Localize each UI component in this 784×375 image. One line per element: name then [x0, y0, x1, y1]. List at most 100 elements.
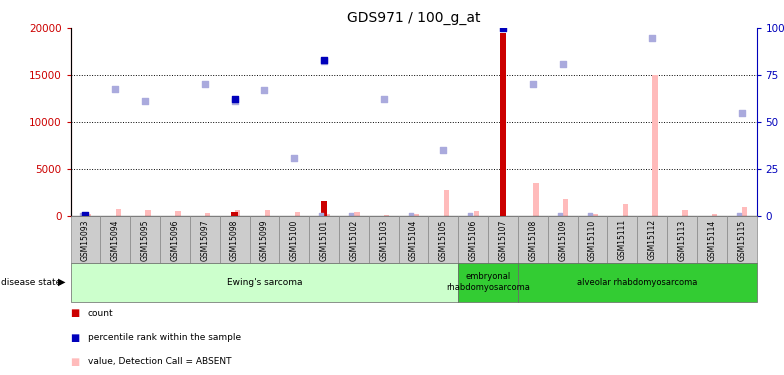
Bar: [712, 214, 717, 216]
Text: ■: ■: [71, 308, 80, 318]
Bar: [518, 216, 548, 262]
Point: [583, 212, 596, 218]
Point: [735, 110, 748, 116]
Point: [646, 34, 659, 40]
Bar: [205, 213, 210, 216]
Bar: [488, 216, 518, 262]
Text: GSM15103: GSM15103: [379, 219, 388, 261]
Text: GSM15107: GSM15107: [499, 219, 507, 261]
Text: GSM15113: GSM15113: [677, 219, 687, 261]
Text: ▶: ▶: [57, 277, 65, 287]
Point: [109, 86, 122, 92]
Bar: [130, 216, 160, 262]
Bar: [160, 216, 190, 262]
Point: [497, 25, 510, 31]
Point: [228, 98, 241, 104]
Point: [527, 81, 539, 87]
Bar: [309, 216, 339, 262]
Point: [345, 212, 358, 218]
Bar: [622, 204, 628, 216]
Text: GSM15106: GSM15106: [469, 219, 477, 261]
Bar: [414, 214, 419, 216]
Text: GSM15101: GSM15101: [320, 219, 328, 261]
Bar: [444, 190, 449, 216]
Point: [732, 211, 745, 217]
Point: [228, 96, 241, 102]
Text: Ewing's sarcoma: Ewing's sarcoma: [227, 278, 302, 286]
Bar: [295, 212, 300, 216]
Point: [79, 212, 92, 218]
Text: percentile rank within the sample: percentile rank within the sample: [88, 333, 241, 342]
Bar: [100, 216, 130, 262]
Bar: [354, 212, 360, 216]
Bar: [368, 216, 398, 262]
Bar: [235, 210, 240, 216]
Point: [377, 96, 390, 102]
Text: GSM15100: GSM15100: [290, 219, 299, 261]
Bar: [727, 216, 757, 262]
Point: [464, 212, 477, 218]
Point: [437, 147, 450, 153]
Text: GDS971 / 100_g_at: GDS971 / 100_g_at: [347, 11, 481, 25]
Text: GSM15108: GSM15108: [528, 219, 537, 261]
Text: GSM15115: GSM15115: [737, 219, 746, 261]
Bar: [190, 216, 220, 262]
Bar: [145, 210, 151, 216]
Text: GSM15099: GSM15099: [260, 219, 269, 261]
Bar: [563, 199, 568, 216]
Bar: [474, 211, 479, 216]
Text: GSM15112: GSM15112: [648, 219, 657, 261]
Text: GSM15095: GSM15095: [140, 219, 150, 261]
Text: ■: ■: [71, 357, 80, 367]
Bar: [325, 214, 330, 216]
Bar: [459, 216, 488, 262]
Bar: [265, 210, 270, 216]
Bar: [667, 216, 697, 262]
Point: [557, 61, 569, 67]
Bar: [652, 75, 658, 216]
Text: alveolar rhabdomyosarcoma: alveolar rhabdomyosarcoma: [577, 278, 698, 286]
Text: GSM15109: GSM15109: [558, 219, 567, 261]
Text: embryonal
rhabdomyosarcoma: embryonal rhabdomyosarcoma: [446, 273, 530, 292]
Text: disease state: disease state: [1, 278, 61, 286]
Text: GSM15097: GSM15097: [200, 219, 209, 261]
Bar: [71, 262, 459, 302]
Bar: [249, 216, 279, 262]
Bar: [637, 216, 667, 262]
Text: ■: ■: [71, 333, 80, 342]
Bar: [459, 262, 518, 302]
Bar: [578, 216, 608, 262]
Point: [288, 154, 300, 160]
Text: GSM15094: GSM15094: [111, 219, 120, 261]
Bar: [682, 210, 688, 216]
Text: GSM15110: GSM15110: [588, 219, 597, 261]
Bar: [279, 216, 309, 262]
Bar: [533, 183, 539, 216]
Point: [139, 98, 151, 104]
Bar: [518, 262, 757, 302]
Point: [198, 81, 211, 87]
Bar: [231, 212, 238, 216]
Text: GSM15096: GSM15096: [170, 219, 180, 261]
Point: [318, 57, 330, 63]
Bar: [71, 216, 100, 262]
Text: GSM15093: GSM15093: [81, 219, 90, 261]
Bar: [697, 216, 727, 262]
Bar: [608, 216, 637, 262]
Point: [76, 212, 89, 218]
Text: GSM15104: GSM15104: [409, 219, 418, 261]
Bar: [321, 201, 328, 216]
Bar: [220, 216, 249, 262]
Point: [318, 58, 330, 64]
Text: GSM15102: GSM15102: [350, 219, 358, 261]
Point: [258, 87, 270, 93]
Text: GSM15098: GSM15098: [230, 219, 239, 261]
Bar: [339, 216, 368, 262]
Text: GSM15111: GSM15111: [618, 219, 627, 261]
Bar: [742, 207, 747, 216]
Bar: [429, 216, 459, 262]
Bar: [548, 216, 578, 262]
Text: value, Detection Call = ABSENT: value, Detection Call = ABSENT: [88, 357, 231, 366]
Point: [554, 212, 566, 218]
Text: GSM15105: GSM15105: [439, 219, 448, 261]
